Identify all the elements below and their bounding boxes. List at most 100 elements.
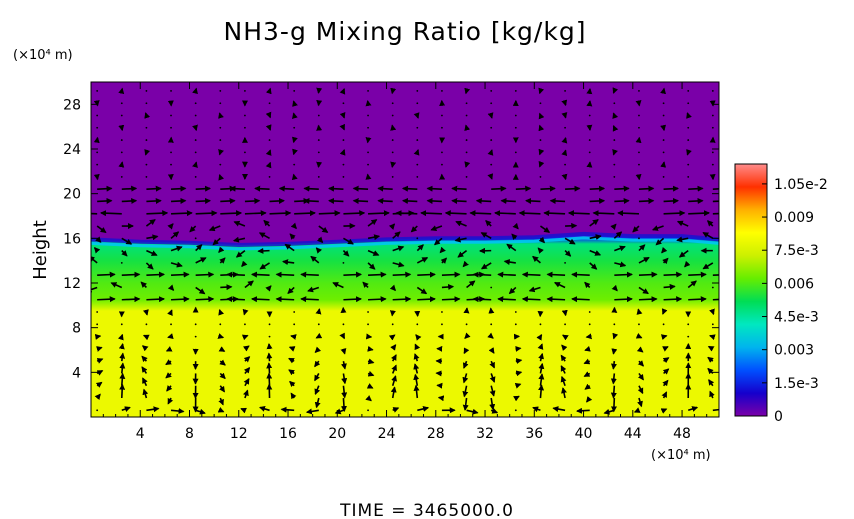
wind-vector-dot: [244, 126, 246, 129]
wind-vector: [521, 296, 541, 303]
wind-vector: [571, 271, 590, 278]
wind-vector: [341, 373, 348, 385]
wind-vector: [434, 237, 443, 246]
wind-vector: [314, 373, 320, 382]
wind-vector: [217, 406, 225, 413]
wind-vector: [97, 197, 113, 204]
wind-vector: [146, 296, 166, 303]
wind-vector: [439, 246, 446, 254]
colorbar-tick-label: 0: [774, 409, 783, 425]
wind-vector-dot: [120, 262, 123, 264]
wind-vector-dot: [317, 114, 320, 117]
wind-vector: [678, 249, 689, 258]
wind-vector-dot: [120, 102, 123, 105]
wind-vector-dot: [194, 237, 197, 240]
y-axis-unit: (×10⁴ m): [13, 48, 73, 63]
wind-vector: [515, 185, 532, 192]
wind-vector-dot: [588, 311, 591, 313]
wind-vector: [292, 148, 298, 156]
wind-vector: [560, 354, 567, 362]
x-tick-label: 16: [279, 426, 297, 442]
wind-vector-dot: [687, 335, 690, 338]
wind-vector: [561, 99, 568, 107]
wind-vector: [561, 344, 568, 352]
wind-vector: [589, 219, 599, 227]
wind-vector-dot: [244, 323, 246, 326]
wind-vector: [508, 286, 517, 295]
wind-vector-dot: [711, 151, 714, 154]
wind-vector: [287, 286, 295, 295]
wind-vector: [676, 220, 689, 227]
wind-vector: [218, 308, 225, 316]
wind-vector: [413, 149, 420, 156]
wind-vector: [514, 382, 522, 389]
wind-vector: [244, 366, 251, 374]
wind-vector: [688, 271, 707, 278]
wind-vector: [275, 296, 295, 303]
wind-vector-dot: [367, 163, 369, 166]
wind-vector-dot: [367, 114, 369, 117]
wind-vector: [487, 173, 494, 180]
wind-vector: [218, 346, 226, 352]
wind-vector: [475, 197, 492, 204]
wind-vector: [612, 112, 619, 119]
wind-vector: [291, 136, 298, 144]
wind-vector-dot: [391, 151, 394, 154]
wind-vector: [426, 197, 442, 204]
wind-vector: [244, 210, 267, 217]
wind-vector: [289, 233, 296, 240]
wind-vector: [243, 356, 251, 363]
wind-vector-dot: [687, 323, 690, 326]
wind-vector-dot: [244, 114, 246, 117]
wind-vector-dot: [367, 311, 369, 313]
colorbar: 0 1.5e-3 0.003 4.5e-3 0.006 7.5e-3 0.009 1.05e-…: [734, 163, 828, 425]
wind-vector: [275, 271, 295, 278]
wind-vector: [121, 406, 131, 412]
wind-vector-dot: [342, 102, 345, 105]
wind-vector: [511, 233, 518, 240]
wind-vector: [636, 346, 644, 353]
wind-vector: [146, 185, 162, 192]
wind-vector: [392, 245, 405, 252]
wind-vector: [368, 210, 390, 217]
wind-vector: [417, 271, 436, 278]
wind-vector-dot: [317, 139, 320, 141]
wind-vector: [144, 149, 151, 156]
wind-vector: [538, 124, 545, 132]
wind-vector: [561, 309, 568, 317]
wind-vector: [538, 362, 545, 374]
wind-vector-dot: [194, 102, 197, 105]
wind-vector: [332, 282, 344, 289]
wind-vector: [457, 249, 468, 258]
wind-vector: [195, 257, 207, 264]
wind-vector-dot: [391, 114, 394, 117]
wind-vector: [651, 225, 664, 231]
wind-vector-dot: [96, 126, 99, 129]
wind-vector-dot: [194, 176, 197, 178]
wind-vector: [362, 281, 369, 289]
wind-vector-dot: [465, 176, 468, 178]
x-tick-label: 36: [525, 426, 543, 442]
wind-vector: [220, 197, 236, 204]
wind-vector: [538, 373, 545, 386]
wind-vector-dot: [539, 139, 542, 141]
wind-vector: [146, 271, 166, 278]
wind-vector: [565, 185, 581, 192]
wind-vector: [611, 284, 618, 292]
colorbar-tick-label: 4.5e-3: [774, 310, 819, 326]
wind-vector: [146, 249, 158, 256]
wind-vector: [401, 185, 418, 192]
wind-vector: [367, 358, 375, 365]
wind-vector: [343, 237, 354, 245]
wind-vector: [709, 334, 716, 341]
wind-vector-dot: [342, 139, 345, 141]
wind-vector: [97, 296, 116, 303]
wind-vector: [240, 407, 247, 414]
wind-vector: [610, 385, 617, 399]
wind-vector: [96, 358, 104, 364]
wind-vector: [440, 257, 448, 264]
wind-vector-dot: [613, 163, 616, 166]
wind-vector: [243, 345, 250, 352]
y-tick-label: 8: [72, 321, 81, 337]
wind-vector: [121, 271, 141, 278]
